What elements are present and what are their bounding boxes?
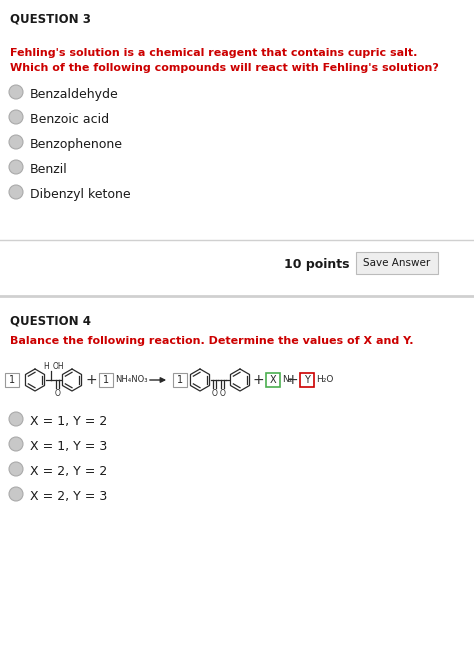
Text: QUESTION 4: QUESTION 4	[10, 314, 91, 327]
Text: Balance the following reaction. Determine the values of X and Y.: Balance the following reaction. Determin…	[10, 336, 413, 346]
Circle shape	[9, 462, 23, 476]
Text: X = 1, Y = 2: X = 1, Y = 2	[30, 415, 107, 428]
Circle shape	[9, 185, 23, 199]
Text: NH₄NO₃: NH₄NO₃	[115, 376, 147, 384]
Text: N₂: N₂	[282, 376, 292, 384]
Text: Benzophenone: Benzophenone	[30, 138, 123, 151]
Text: Benzil: Benzil	[30, 163, 68, 176]
Circle shape	[9, 160, 23, 174]
Text: Benzaldehyde: Benzaldehyde	[30, 88, 119, 101]
Text: 1: 1	[177, 375, 183, 385]
Circle shape	[9, 487, 23, 501]
Text: OH: OH	[53, 362, 64, 371]
Text: Benzoic acid: Benzoic acid	[30, 113, 109, 126]
FancyBboxPatch shape	[173, 373, 187, 387]
Text: 10 points: 10 points	[284, 258, 350, 271]
FancyBboxPatch shape	[5, 373, 19, 387]
Circle shape	[9, 135, 23, 149]
Circle shape	[9, 110, 23, 124]
Text: +: +	[85, 373, 97, 387]
Text: Y: Y	[304, 375, 310, 385]
Text: H₂O: H₂O	[316, 376, 333, 384]
Text: +: +	[252, 373, 264, 387]
FancyBboxPatch shape	[266, 373, 280, 387]
Circle shape	[9, 412, 23, 426]
Text: X = 2, Y = 2: X = 2, Y = 2	[30, 465, 107, 478]
Text: +: +	[286, 373, 298, 387]
Text: O: O	[219, 388, 226, 398]
Circle shape	[9, 85, 23, 99]
Text: O: O	[55, 388, 61, 398]
Text: X = 1, Y = 3: X = 1, Y = 3	[30, 440, 107, 453]
FancyBboxPatch shape	[356, 252, 438, 274]
Text: O: O	[211, 388, 218, 398]
Text: Save Answer: Save Answer	[364, 258, 430, 268]
FancyBboxPatch shape	[99, 373, 113, 387]
Text: 1: 1	[9, 375, 15, 385]
Text: X: X	[270, 375, 276, 385]
Text: QUESTION 3: QUESTION 3	[10, 12, 91, 25]
Text: Which of the following compounds will react with Fehling's solution?: Which of the following compounds will re…	[10, 63, 439, 73]
Text: Fehling's solution is a chemical reagent that contains cupric salt.: Fehling's solution is a chemical reagent…	[10, 48, 418, 58]
Circle shape	[9, 437, 23, 451]
Text: X = 2, Y = 3: X = 2, Y = 3	[30, 490, 107, 503]
Text: Dibenzyl ketone: Dibenzyl ketone	[30, 188, 131, 201]
Text: 1: 1	[103, 375, 109, 385]
Text: H: H	[43, 362, 49, 371]
FancyBboxPatch shape	[300, 373, 314, 387]
